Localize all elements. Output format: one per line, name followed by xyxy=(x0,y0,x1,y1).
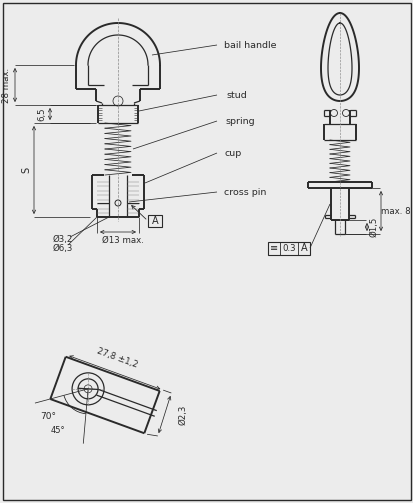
Text: spring: spring xyxy=(225,117,254,126)
Text: S: S xyxy=(21,167,31,173)
Text: max. 8: max. 8 xyxy=(380,207,410,215)
Text: Ø13 max.: Ø13 max. xyxy=(102,235,144,244)
Text: 0.3: 0.3 xyxy=(282,243,295,253)
Text: Ø6,3: Ø6,3 xyxy=(53,243,73,253)
Text: Ø1,5: Ø1,5 xyxy=(369,217,377,237)
Text: stud: stud xyxy=(226,91,247,100)
Text: 27,8 ±1,2: 27,8 ±1,2 xyxy=(96,346,139,369)
Text: cup: cup xyxy=(224,148,241,157)
Text: ≡: ≡ xyxy=(269,243,278,253)
Text: 28 max.: 28 max. xyxy=(2,67,12,103)
Text: A: A xyxy=(151,216,158,226)
Text: Ø2,3: Ø2,3 xyxy=(178,404,188,425)
Text: bail handle: bail handle xyxy=(223,41,275,49)
Text: 70°: 70° xyxy=(40,412,56,422)
Text: Ø3,2: Ø3,2 xyxy=(53,234,73,243)
Text: 45°: 45° xyxy=(51,427,65,435)
Text: cross pin: cross pin xyxy=(223,188,266,197)
Text: 6,5: 6,5 xyxy=(38,107,46,121)
Text: A: A xyxy=(300,243,306,253)
